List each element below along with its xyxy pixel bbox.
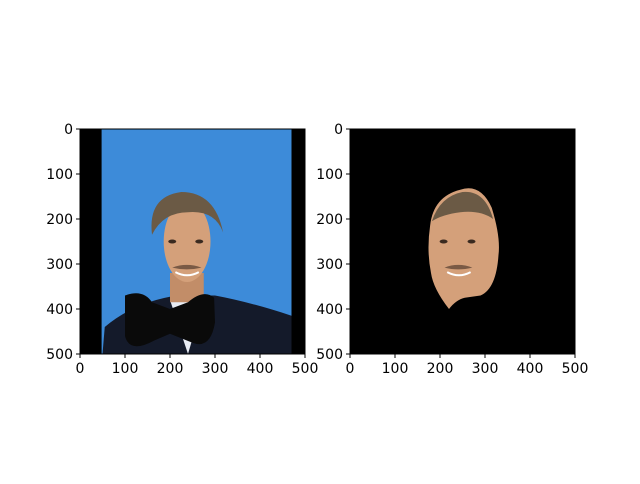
image-content <box>350 129 575 354</box>
x-tick-label: 0 <box>346 361 355 377</box>
right-eye <box>195 239 204 244</box>
y-tick-label: 0 <box>334 122 343 138</box>
left-eye <box>439 239 448 244</box>
x-tick-label: 200 <box>427 361 454 377</box>
x-tick-label: 200 <box>157 361 184 377</box>
smile <box>174 271 200 277</box>
image-content <box>80 129 305 354</box>
hair <box>151 192 224 235</box>
y-tick-label: 500 <box>316 347 343 363</box>
face <box>163 201 211 282</box>
y-tick-label: 300 <box>46 257 73 273</box>
x-tick-label: 400 <box>247 361 274 377</box>
x-tick-label: 500 <box>292 361 319 377</box>
y-tick-label: 100 <box>316 167 343 183</box>
y-tick-label: 0 <box>64 122 73 138</box>
x-tick-label: 500 <box>562 361 589 377</box>
x-tick-label: 300 <box>202 361 229 377</box>
bowtie-mask <box>125 293 215 347</box>
y-tick-label: 400 <box>316 302 343 318</box>
moustache <box>172 264 202 270</box>
y-tick-label: 100 <box>46 167 73 183</box>
y-tick-label: 500 <box>46 347 73 363</box>
x-tick-label: 400 <box>517 361 544 377</box>
axes-frame <box>79 128 306 355</box>
x-tick-label: 0 <box>76 361 85 377</box>
face-segment <box>428 188 499 309</box>
left-eye <box>168 239 177 244</box>
axes-frame <box>349 128 576 355</box>
x-tick-label: 100 <box>382 361 409 377</box>
right-eye <box>467 239 476 244</box>
y-tick-label: 200 <box>46 212 73 228</box>
x-tick-label: 100 <box>112 361 139 377</box>
smile <box>446 271 472 277</box>
x-tick-label: 300 <box>472 361 499 377</box>
y-tick-label: 300 <box>316 257 343 273</box>
y-tick-label: 400 <box>46 302 73 318</box>
moustache <box>444 264 473 270</box>
y-tick-label: 200 <box>316 212 343 228</box>
hair-segment <box>431 191 494 222</box>
